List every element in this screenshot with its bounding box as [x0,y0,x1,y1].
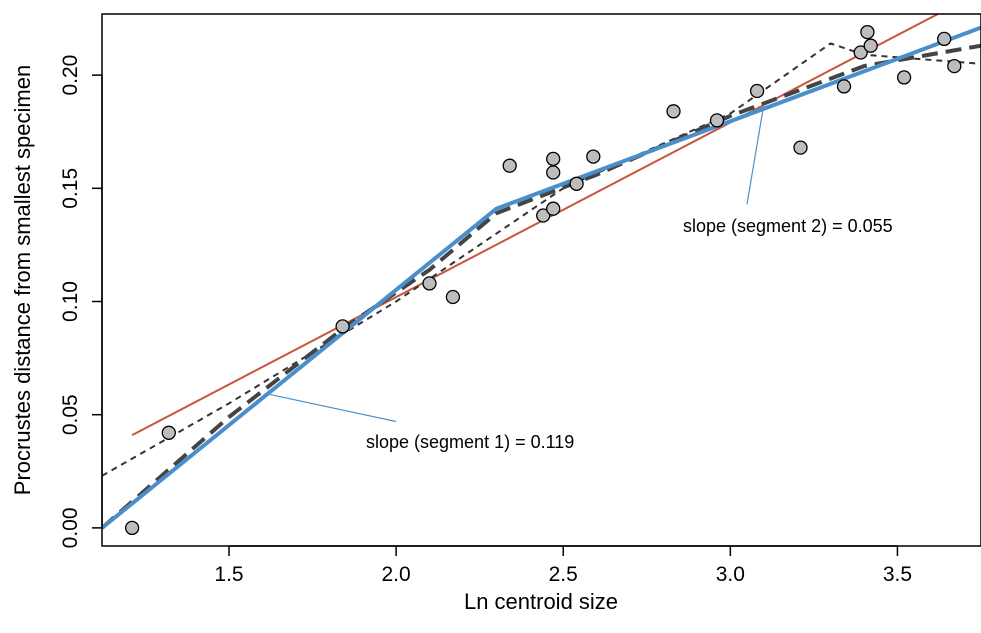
data-point [709,113,725,128]
annotation-label: slope (segment 1) = 0.119 [366,432,574,452]
data-point [546,201,561,216]
data-point [836,79,852,94]
series-line-long-dash [102,43,981,530]
points-layer [124,24,962,536]
data-point [666,104,681,119]
x-axis: 1.5 2.0 2.5 3.0 3.5 [214,545,912,586]
data-point [896,70,912,85]
data-point [546,165,561,180]
data-point [863,38,878,53]
data-point [546,151,561,167]
annotation-layer: slope (segment 1) = 0.119 slope (segment … [268,104,893,452]
y-tick-label: 0.10 [59,281,82,322]
data-point [445,289,461,305]
x-tick-label: 1.5 [214,563,243,586]
y-tick-label: 0.15 [59,168,82,209]
y-tick-label: 0.20 [59,55,82,96]
x-axis-title: Ln centroid size [464,589,618,614]
annotation-leader-line [268,393,397,423]
data-point [586,149,601,164]
data-point [749,83,765,99]
data-point [853,45,868,60]
x-tick-label: 2.5 [549,563,578,586]
y-axis-title: Procrustes distance from smallest specim… [10,65,35,495]
data-point [569,176,584,191]
y-tick-label: 0.00 [59,507,82,548]
y-axis: 0.00 0.05 0.10 0.15 0.20 [59,55,103,548]
data-point [947,58,962,74]
plot-frame [101,13,981,547]
annotation-leader-line [746,104,765,205]
x-tick-label: 3.0 [716,563,745,586]
data-point [860,24,875,40]
series-line-short-dash [102,42,981,477]
data-point [335,319,350,334]
data-point [793,140,808,155]
data-point [937,31,952,47]
y-tick-label: 0.05 [59,394,82,435]
x-tick-label: 2.0 [382,563,411,586]
x-tick-label: 3.5 [883,563,912,586]
series-line-segmented-fit [102,25,981,530]
data-point [536,208,551,223]
annotation-label: slope (segment 2) = 0.055 [683,216,893,236]
data-point [502,158,517,173]
data-point [161,425,176,440]
data-point [422,276,437,291]
data-point [124,520,140,536]
